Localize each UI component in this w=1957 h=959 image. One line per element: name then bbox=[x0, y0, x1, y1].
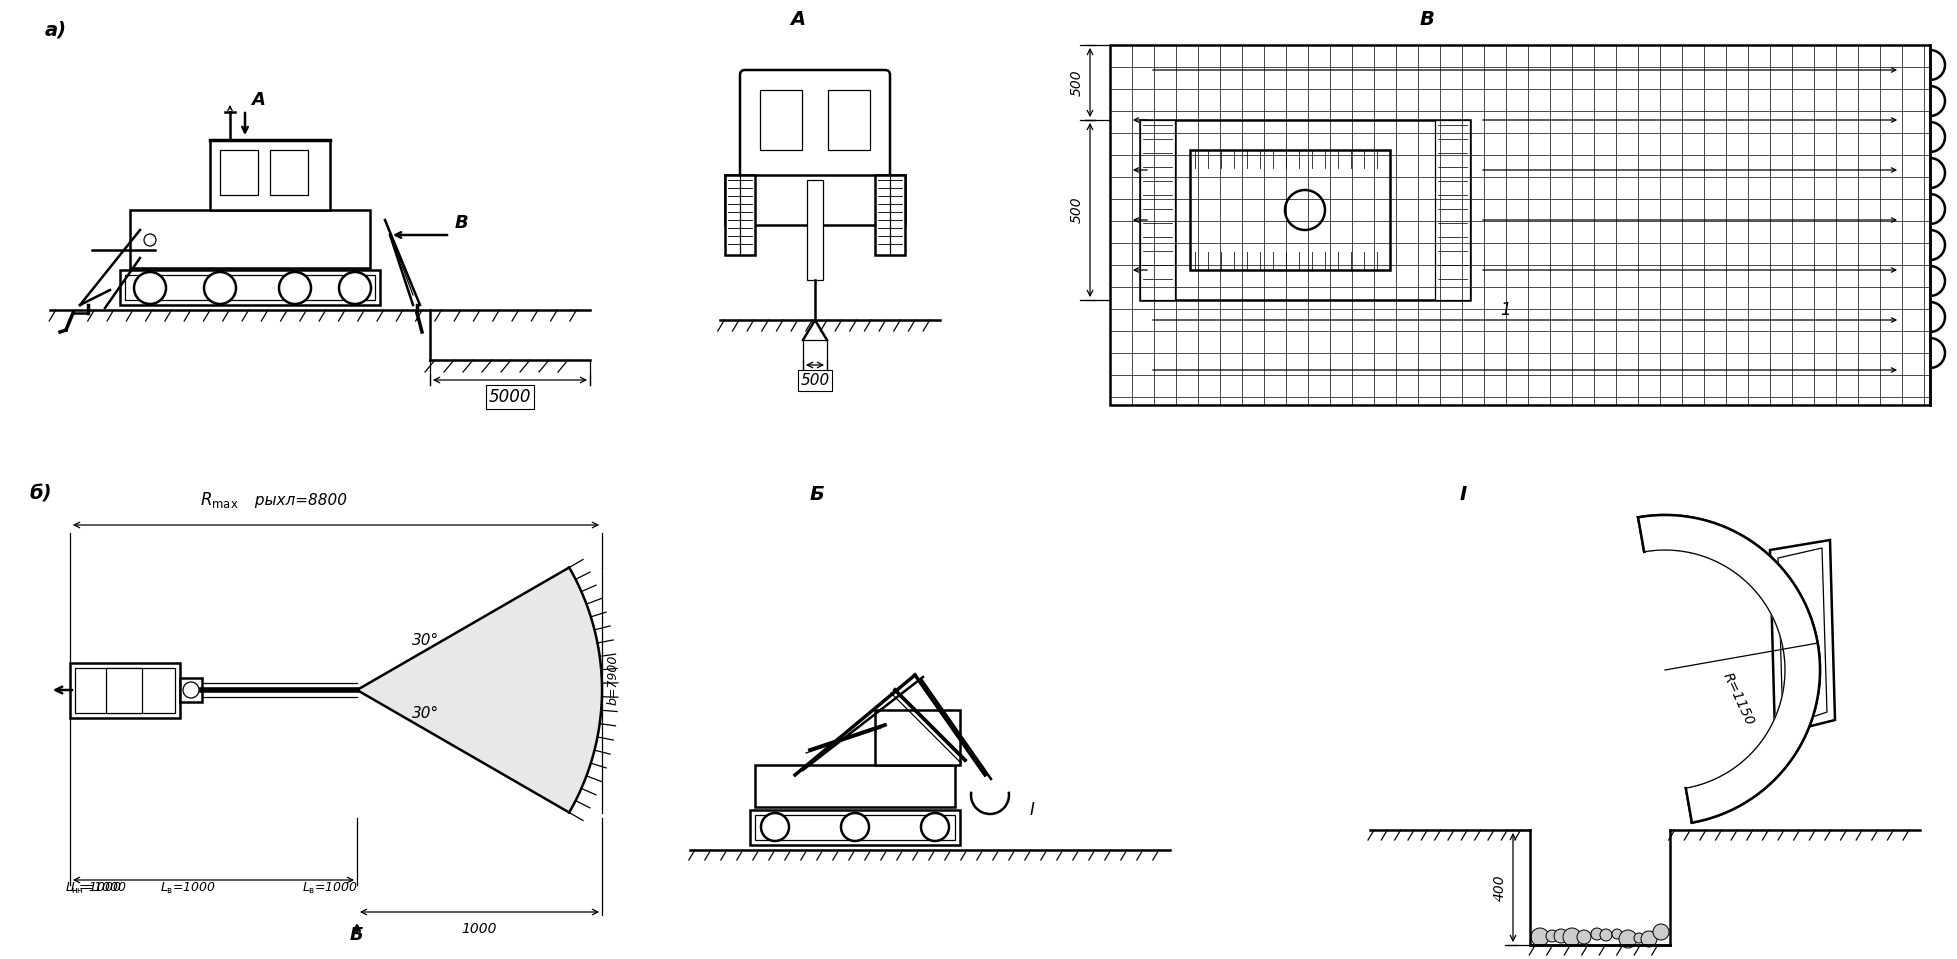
Circle shape bbox=[1634, 933, 1644, 943]
Circle shape bbox=[145, 234, 157, 246]
Circle shape bbox=[1599, 929, 1611, 941]
Text: 500: 500 bbox=[800, 373, 830, 388]
Circle shape bbox=[1546, 930, 1558, 942]
Circle shape bbox=[842, 813, 869, 841]
Text: $L_{\mathsf{в}}$=1000: $L_{\mathsf{в}}$=1000 bbox=[160, 881, 215, 896]
Circle shape bbox=[133, 272, 166, 304]
Text: b=7900: b=7900 bbox=[607, 655, 620, 705]
Circle shape bbox=[1652, 924, 1667, 940]
Bar bbox=[129, 210, 370, 268]
Text: рыхл=8800: рыхл=8800 bbox=[250, 493, 346, 508]
Bar bbox=[759, 90, 802, 150]
Bar bbox=[1190, 150, 1389, 270]
Bar bbox=[180, 678, 202, 702]
Bar bbox=[724, 175, 904, 225]
Text: а): а) bbox=[45, 20, 67, 39]
Bar bbox=[1110, 45, 1930, 405]
Text: Б: Б bbox=[350, 926, 364, 944]
Text: 1000: 1000 bbox=[462, 922, 497, 936]
Text: б): б) bbox=[29, 485, 53, 504]
FancyBboxPatch shape bbox=[875, 710, 959, 765]
Circle shape bbox=[1284, 190, 1325, 230]
Text: $L_{\mathsf{в}}$=1000: $L_{\mathsf{в}}$=1000 bbox=[301, 881, 358, 896]
FancyBboxPatch shape bbox=[209, 140, 331, 210]
Bar bbox=[750, 810, 959, 845]
Text: $L_{\mathsf{н}}$=1000: $L_{\mathsf{н}}$=1000 bbox=[65, 881, 121, 896]
Bar bbox=[125, 275, 376, 300]
Text: Б: Б bbox=[810, 485, 824, 504]
Circle shape bbox=[1618, 930, 1636, 948]
Bar bbox=[70, 663, 180, 718]
FancyBboxPatch shape bbox=[740, 70, 890, 180]
Circle shape bbox=[1591, 928, 1603, 940]
Bar bbox=[1139, 120, 1174, 300]
Text: B: B bbox=[454, 214, 468, 232]
Polygon shape bbox=[356, 568, 601, 812]
Circle shape bbox=[339, 272, 370, 304]
Bar bbox=[755, 765, 955, 807]
Bar bbox=[806, 180, 822, 280]
Text: 30°: 30° bbox=[411, 633, 438, 648]
Circle shape bbox=[1554, 929, 1568, 943]
Text: 5000: 5000 bbox=[489, 388, 530, 406]
Bar bbox=[74, 668, 174, 713]
Circle shape bbox=[761, 813, 789, 841]
Text: 500: 500 bbox=[1069, 197, 1084, 223]
Text: $L_{\mathsf{н}}$=1000: $L_{\mathsf{н}}$=1000 bbox=[70, 881, 127, 896]
Circle shape bbox=[278, 272, 311, 304]
Circle shape bbox=[1530, 928, 1548, 946]
Circle shape bbox=[1640, 931, 1656, 947]
Circle shape bbox=[1611, 929, 1620, 939]
Circle shape bbox=[1575, 930, 1591, 944]
Text: I: I bbox=[1029, 801, 1035, 819]
Text: I: I bbox=[1460, 485, 1466, 504]
Bar bbox=[755, 815, 955, 840]
Bar bbox=[1434, 120, 1470, 300]
Bar bbox=[119, 270, 380, 305]
Bar bbox=[219, 150, 258, 195]
Circle shape bbox=[204, 272, 237, 304]
Bar bbox=[875, 175, 904, 255]
Text: 30°: 30° bbox=[411, 706, 438, 721]
Polygon shape bbox=[1638, 515, 1820, 823]
Text: A: A bbox=[250, 91, 264, 109]
Polygon shape bbox=[1769, 540, 1834, 735]
Text: R=1150: R=1150 bbox=[1718, 670, 1755, 728]
Text: 500: 500 bbox=[1069, 69, 1084, 96]
Text: B: B bbox=[1419, 10, 1434, 29]
Text: 1: 1 bbox=[1499, 301, 1511, 319]
Bar bbox=[270, 150, 307, 195]
Bar bbox=[106, 668, 143, 713]
Text: 400: 400 bbox=[1493, 875, 1507, 901]
Text: $R_{\mathsf{max}}$: $R_{\mathsf{max}}$ bbox=[200, 490, 239, 510]
Bar bbox=[1139, 120, 1470, 300]
Circle shape bbox=[920, 813, 949, 841]
Bar bbox=[724, 175, 755, 255]
Circle shape bbox=[182, 682, 200, 698]
Circle shape bbox=[1562, 928, 1579, 946]
Bar bbox=[828, 90, 869, 150]
Text: A: A bbox=[789, 10, 804, 29]
